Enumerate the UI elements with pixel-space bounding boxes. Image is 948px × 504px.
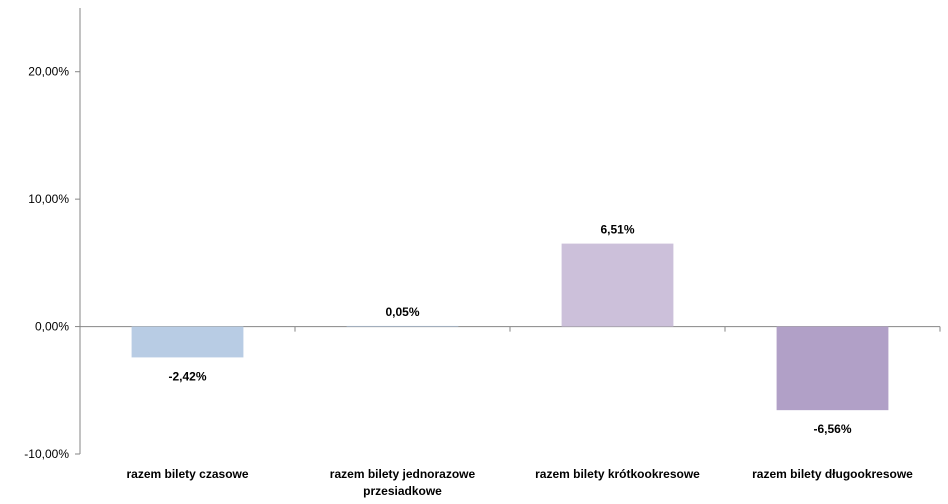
data-label: -2,42% — [168, 369, 206, 383]
y-tick-label: 10,00% — [28, 192, 69, 206]
category-label-line: razem bilety krótkookresowe — [535, 467, 700, 481]
bar — [346, 325, 459, 327]
y-axis: -10,00% 0,00% 10,00% 20,00% — [24, 8, 81, 461]
bar — [776, 326, 889, 411]
category-label: razem bilety czasowe — [126, 467, 248, 481]
data-label: 6,51% — [600, 223, 634, 237]
category-label: razem bilety jednorazowe przesiadkowe — [330, 467, 476, 498]
category-label-line: razem bilety długookresowe — [752, 467, 913, 481]
category-label-line: przesiadkowe — [363, 484, 442, 498]
category-labels: razem bilety czasowe razem bilety jednora… — [126, 467, 913, 498]
data-label: 0,05% — [385, 305, 419, 319]
data-label: -6,56% — [813, 422, 851, 436]
bar — [131, 326, 244, 358]
category-label-line: razem bilety jednorazowe — [330, 467, 476, 481]
y-tick-label: -10,00% — [24, 447, 69, 461]
data-labels: -2,42% 0,05% 6,51% -6,56% — [168, 223, 851, 437]
bar — [561, 243, 674, 327]
category-label-line: razem bilety czasowe — [126, 467, 248, 481]
category-label: razem bilety długookresowe — [752, 467, 913, 481]
y-tick-label: 20,00% — [28, 65, 69, 79]
y-tick-label: 0,00% — [35, 320, 69, 334]
bars — [131, 243, 889, 411]
category-label: razem bilety krótkookresowe — [535, 467, 700, 481]
